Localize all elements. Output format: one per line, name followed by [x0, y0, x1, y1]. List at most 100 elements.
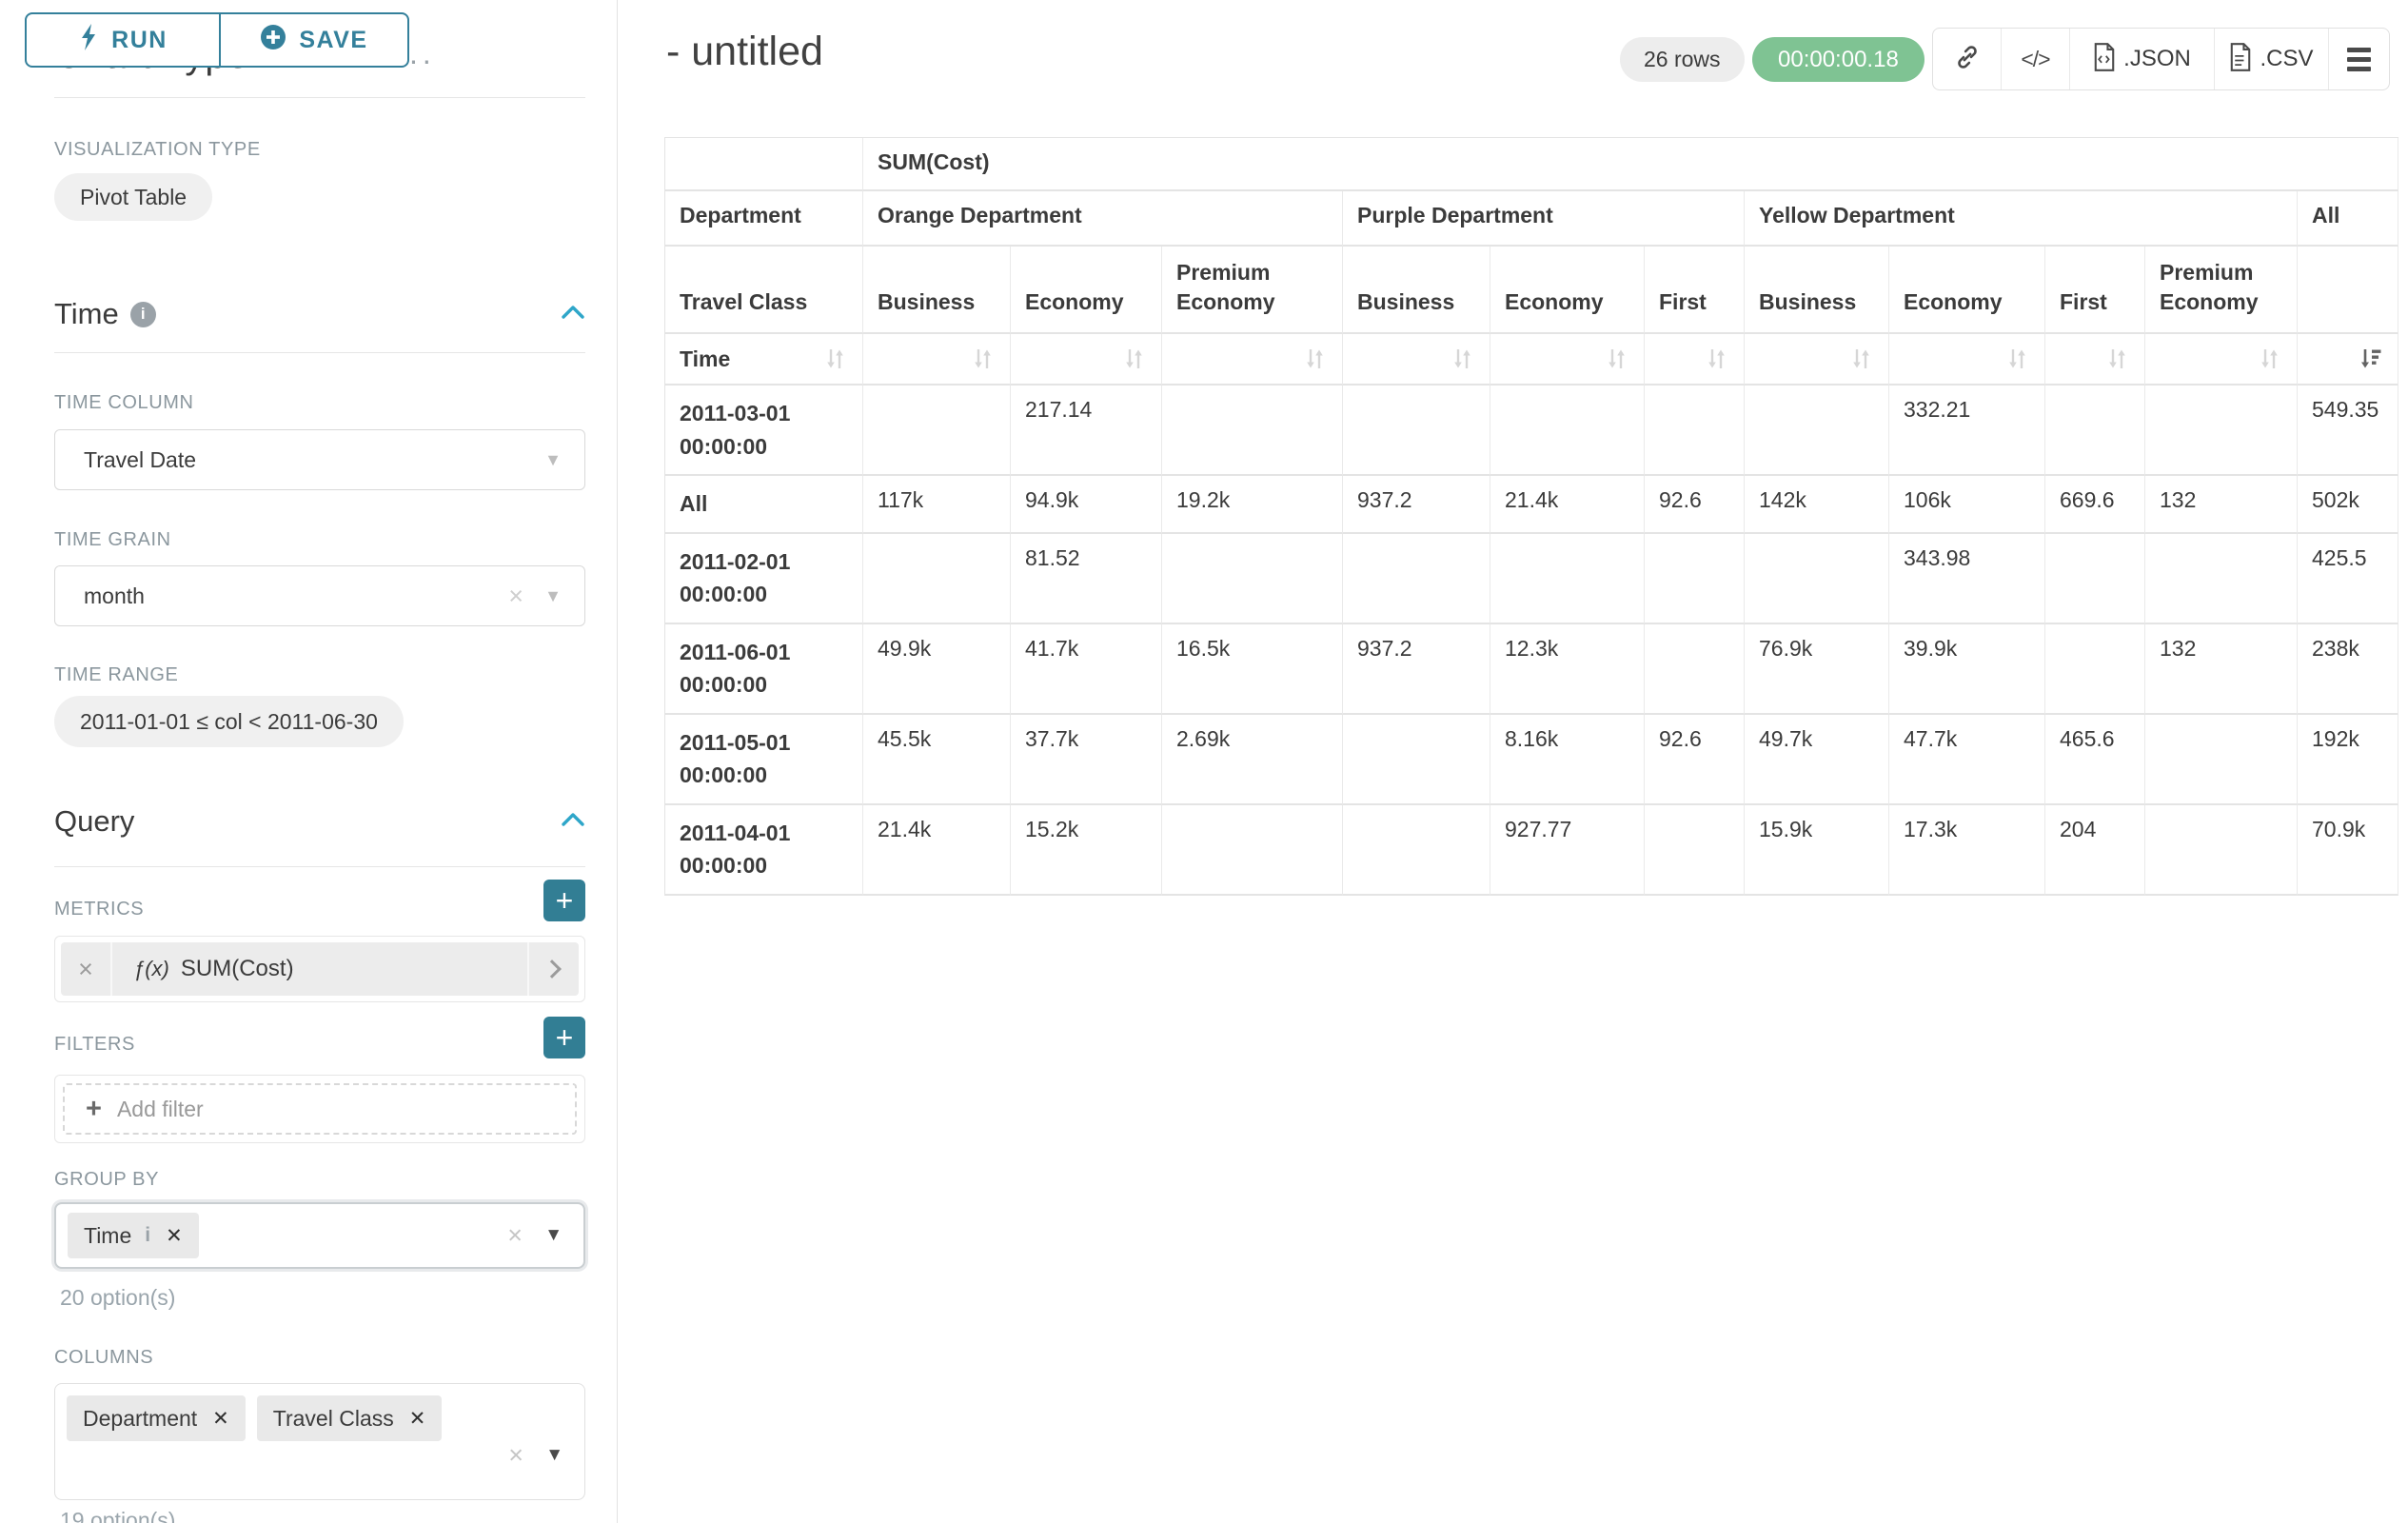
- remove-chip-icon[interactable]: ✕: [166, 1224, 183, 1247]
- save-button[interactable]: SAVE: [220, 12, 409, 68]
- pivot-value-cell: 2.69k: [1162, 714, 1343, 805]
- more-options-button[interactable]: [2329, 29, 2389, 89]
- pivot-value-cell: 47.7k: [1889, 714, 2045, 805]
- sort-arrows-icon[interactable]: [1301, 346, 1328, 372]
- pivot-value-cell: [1490, 533, 1645, 624]
- visualization-type-label: VISUALIZATION TYPE: [54, 139, 261, 160]
- add-metric-button[interactable]: +: [543, 880, 585, 921]
- column-sort-cell: [1357, 346, 1475, 372]
- metrics-label: METRICS: [54, 899, 145, 920]
- pivot-value-cell: [2145, 714, 2298, 805]
- sort-arrows-icon[interactable]: [2256, 346, 2282, 372]
- chart-title[interactable]: - untitled: [666, 29, 823, 74]
- select-value-chip-label: Travel Class: [272, 1405, 394, 1431]
- clear-x-icon[interactable]: ×: [508, 1440, 523, 1470]
- pivot-value-cell: [2145, 386, 2298, 477]
- pivot-row-dimension-cell: Time: [665, 334, 863, 386]
- pivot-table: SUM(Cost) Department Orange Department Purp…: [664, 137, 2399, 896]
- time-grain-select[interactable]: month × ▼: [54, 565, 585, 626]
- pivot-sort-cell: [1889, 334, 2045, 386]
- run-save-button-group: RUN SAVE: [25, 12, 409, 68]
- columns-label: COLUMNS: [54, 1347, 154, 1368]
- caret-down-icon[interactable]: ▼: [544, 449, 562, 469]
- metric-chip[interactable]: × ƒ(x) SUM(Cost): [61, 942, 579, 996]
- sort-arrows-icon[interactable]: [1847, 346, 1874, 372]
- export-toolbar: </> .JSON .CSV: [1932, 28, 2390, 90]
- time-range-pill[interactable]: 2011-01-01 ≤ col < 2011-06-30: [54, 696, 404, 747]
- pivot-value-cell: 76.9k: [1745, 623, 1889, 715]
- overflow-dots: ..: [409, 36, 436, 70]
- pivot-value-cell: [1343, 386, 1490, 477]
- pivot-data-row: 2011-06-01 00:00:00 49.9k 41.7k 16.5k 937.2 1…: [665, 623, 2399, 715]
- pivot-value-cell: 49.9k: [863, 623, 1011, 715]
- sort-descending-icon[interactable]: [2357, 346, 2383, 372]
- sort-arrows-icon[interactable]: [1603, 346, 1629, 372]
- export-csv-button[interactable]: .CSV: [2215, 29, 2329, 89]
- caret-down-icon[interactable]: ▼: [544, 585, 562, 605]
- sort-arrows-icon[interactable]: [2003, 346, 2030, 372]
- sort-arrows-icon[interactable]: [2103, 346, 2130, 372]
- query-timer-badge: 00:00:00.18: [1752, 37, 1924, 82]
- viz-type-pill[interactable]: Pivot Table: [54, 173, 213, 221]
- pivot-value-cell: 19.2k: [1162, 476, 1343, 534]
- run-button[interactable]: RUN: [25, 12, 220, 68]
- pivot-column-header: Premium Economy: [2145, 247, 2298, 335]
- chevron-up-icon[interactable]: [561, 304, 585, 326]
- clear-x-icon[interactable]: ×: [507, 1220, 523, 1250]
- columns-select[interactable]: Department ✕ Travel Class ✕ × ▼: [54, 1383, 585, 1500]
- pivot-column-header: Economy: [1889, 247, 2045, 335]
- remove-chip-icon[interactable]: ✕: [212, 1407, 229, 1430]
- function-icon: ƒ(x): [133, 957, 169, 980]
- pivot-row-header: 2011-04-01 00:00:00: [665, 804, 863, 896]
- pivot-column-header: Business: [1745, 247, 1889, 335]
- export-json-label: .JSON: [2123, 46, 2191, 71]
- time-column-select[interactable]: Travel Date ▼: [54, 429, 585, 490]
- sort-arrows-icon[interactable]: [1120, 346, 1147, 372]
- pivot-column-header: Business: [1343, 247, 1490, 335]
- column-sort-cell: [2312, 346, 2383, 372]
- pivot-value-cell: [1343, 804, 1490, 896]
- add-filter-label: Add filter: [116, 1096, 204, 1121]
- remove-chip-icon[interactable]: ✕: [408, 1407, 426, 1430]
- view-query-button[interactable]: </>: [2002, 29, 2070, 89]
- pivot-value-cell: 142k: [1745, 476, 1889, 534]
- pivot-data-row: 2011-02-01 00:00:00 81.52 343.98 425.5: [665, 533, 2399, 624]
- export-json-button[interactable]: .JSON: [2070, 29, 2215, 89]
- sort-arrows-icon[interactable]: [969, 346, 996, 372]
- select-value-chip: Department ✕: [67, 1395, 246, 1441]
- chevron-right-icon: [543, 959, 562, 979]
- add-filter-dropzone[interactable]: + Add filter: [63, 1083, 577, 1135]
- group-by-options-hint: 20 option(s): [60, 1285, 176, 1310]
- caret-down-icon[interactable]: ▼: [545, 1445, 563, 1466]
- clear-x-icon[interactable]: ×: [508, 581, 523, 610]
- pivot-value-cell: 204: [2045, 804, 2145, 896]
- pivot-value-cell: 37.7k: [1011, 714, 1162, 805]
- pivot-value-cell: 12.3k: [1490, 623, 1645, 715]
- columns-options-hint: 19 option(s): [60, 1508, 176, 1523]
- column-sort-cell: [1176, 346, 1328, 372]
- copy-link-button[interactable]: [1933, 29, 2002, 89]
- pivot-data-row: All 117k 94.9k 19.2k 937.2 21.4k 92.6 142k 106k 6…: [665, 476, 2399, 534]
- chevron-up-icon[interactable]: [561, 811, 585, 833]
- pivot-value-cell: [1162, 386, 1343, 477]
- pivot-sort-cell: [863, 334, 1011, 386]
- file-json-icon: [2093, 42, 2116, 76]
- pivot-value-cell: [1745, 386, 1889, 477]
- section-divider: [54, 352, 585, 353]
- pivot-column-header: Economy: [1490, 247, 1645, 335]
- caret-down-icon[interactable]: ▼: [544, 1225, 563, 1245]
- time-grain-label: TIME GRAIN: [54, 529, 171, 550]
- pivot-value-cell: 217.14: [1011, 386, 1162, 477]
- expand-metric-control[interactable]: [527, 942, 579, 996]
- remove-metric-icon[interactable]: ×: [61, 942, 112, 996]
- pivot-metric-header: SUM(Cost): [863, 138, 2399, 191]
- sort-arrows-icon[interactable]: [821, 346, 848, 372]
- add-filter-button[interactable]: +: [543, 1017, 585, 1058]
- column-sort-cell: [1904, 346, 2030, 372]
- time-section-header: Time i: [54, 297, 585, 331]
- group-by-select[interactable]: Time i ✕ × ▼: [54, 1202, 585, 1269]
- pivot-data-row: 2011-04-01 00:00:00 21.4k 15.2k 927.77 15.9k…: [665, 804, 2399, 896]
- sort-arrows-icon[interactable]: [1449, 346, 1475, 372]
- sort-arrows-icon[interactable]: [1703, 346, 1729, 372]
- time-column-value: Travel Date: [84, 446, 197, 472]
